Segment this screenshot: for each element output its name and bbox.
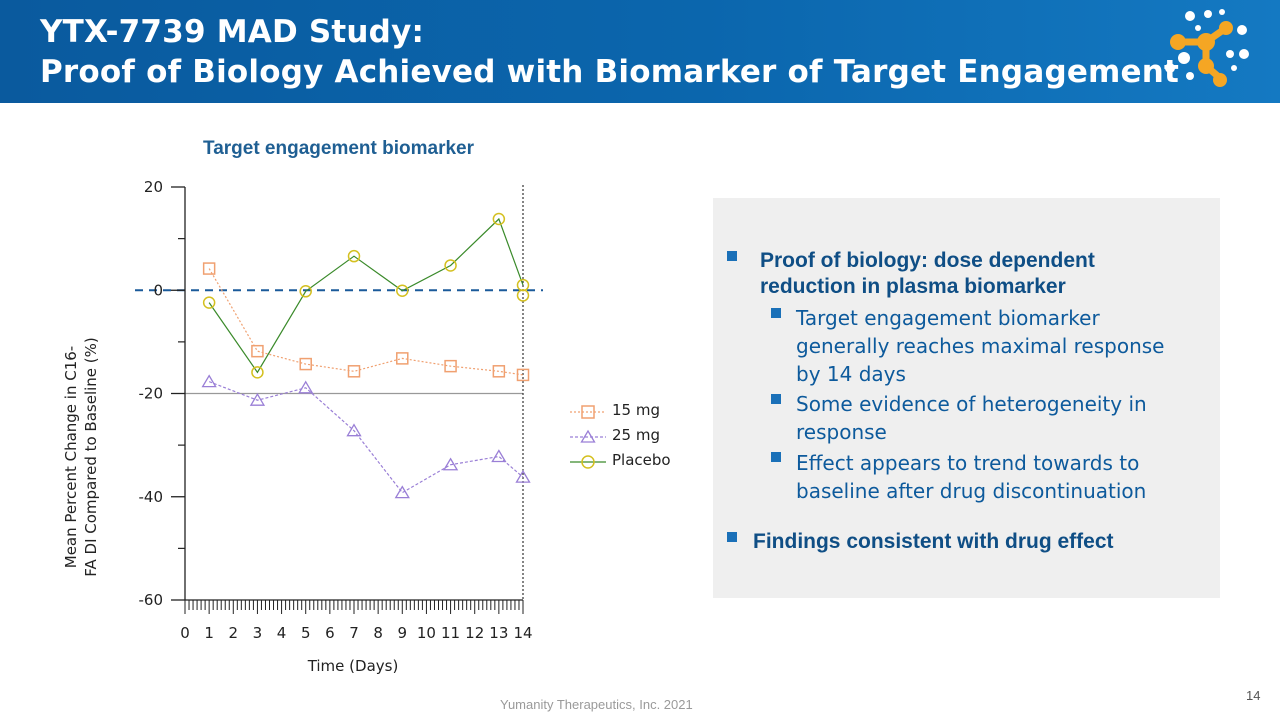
page-number: 14 <box>1246 688 1261 703</box>
y-tick-label: -20 <box>139 385 164 403</box>
data-point-triangle <box>515 469 531 483</box>
sub-bullet-2-line1: Some evidence of heterogeneity in <box>796 392 1147 416</box>
slide-title-line2: Proof of Biology Achieved with Biomarker… <box>40 54 1180 90</box>
sub-bullet-1-line3: by 14 days <box>796 362 906 386</box>
series-line-placebo <box>208 217 524 374</box>
sub-bullet-1-line1: Target engagement biomarker <box>796 306 1100 330</box>
x-tick-label: 1 <box>204 624 214 642</box>
x-tick-label: 12 <box>465 624 484 642</box>
bullet-square-icon <box>727 251 737 261</box>
data-point-circle <box>347 249 361 263</box>
x-tick-label: 13 <box>489 624 508 642</box>
x-tick-label: 5 <box>301 624 311 642</box>
main-bullet-1-line2: reduction in plasma biomarker <box>760 275 1066 298</box>
x-tick-label: 7 <box>349 624 359 642</box>
summary-panel: Proof of biology: dose dependent reducti… <box>713 198 1220 598</box>
bullet-square-icon <box>771 394 781 404</box>
data-point-square <box>516 368 530 382</box>
x-tick-label: 4 <box>277 624 287 642</box>
main-bullet-2: Findings consistent with drug effect <box>753 530 1114 553</box>
chart-title: Target engagement biomarker <box>203 138 475 159</box>
main-bullet-1-line1: Proof of biology: dose dependent <box>760 249 1095 272</box>
legend-triangle-marker-icon <box>570 429 606 443</box>
sub-bullet-3-line2: baseline after drug discontinuation <box>796 479 1147 503</box>
data-point-circle <box>202 296 216 309</box>
line-chart: 200-20-40-600 1 2 3 4 5 6 7 8 9 10 11 12 13 14 Time (D… <box>62 178 543 675</box>
slide-title-line1: YTX-7739 MAD Study: <box>40 14 425 50</box>
y-tick-label: 0 <box>153 281 163 299</box>
data-point-square <box>347 365 361 378</box>
y-tick-label: -60 <box>139 591 164 609</box>
series-line-15-mg <box>208 268 524 376</box>
bullet-square-icon <box>727 532 737 542</box>
data-point-triangle <box>201 374 217 388</box>
footer-copyright: Yumanity Therapeutics, Inc. 2021 <box>500 697 693 712</box>
x-tick-label: 14 <box>513 624 532 642</box>
data-point-circle <box>299 285 312 298</box>
legend-label: Placebo <box>612 451 671 469</box>
y-tick-label: 20 <box>144 178 163 196</box>
bullet-square-icon <box>771 308 781 318</box>
data-point-circle <box>492 212 506 226</box>
data-point-triangle <box>442 457 459 471</box>
title-bar: YTX-7739 MAD Study: Proof of Biology Ach… <box>0 0 1280 103</box>
data-point-triangle <box>491 449 507 463</box>
data-point-circle <box>444 259 457 272</box>
data-point-circle <box>396 284 409 298</box>
data-point-triangle <box>249 392 266 406</box>
data-point-square <box>251 344 264 358</box>
bullet-square-icon <box>771 452 781 462</box>
company-logo-icon <box>1165 9 1249 87</box>
data-point-circle <box>251 366 264 379</box>
x-axis-label: Time (Days) <box>307 657 399 675</box>
x-tick-label: 9 <box>398 624 408 642</box>
data-point-square <box>396 352 409 365</box>
legend-item-15mg: 15 mg <box>568 400 688 425</box>
x-tick-label: 3 <box>253 624 263 642</box>
data-point-square <box>299 357 312 371</box>
data-point-square <box>202 262 216 275</box>
x-tick-label: 10 <box>417 624 436 642</box>
chart-legend: 15 mg 25 mg Placebo <box>568 400 688 475</box>
y-axis-label-line2: FA DI Compared to Baseline (%) <box>82 337 100 577</box>
data-point-circle <box>516 289 530 302</box>
sub-bullet-3-line1: Effect appears to trend towards to <box>796 451 1140 475</box>
series-line-25-mg <box>208 381 524 494</box>
x-tick-label: 8 <box>373 624 383 642</box>
x-tick-label: 11 <box>441 624 460 642</box>
legend-item-placebo: Placebo <box>568 450 688 475</box>
data-point-square <box>444 359 457 373</box>
data-point-triangle <box>298 380 314 394</box>
x-tick-label: 2 <box>229 624 239 642</box>
legend-label: 15 mg <box>612 401 660 419</box>
data-point-triangle <box>394 485 410 499</box>
x-tick-label: 6 <box>325 624 335 642</box>
legend-label: 25 mg <box>612 426 660 444</box>
data-point-triangle <box>346 423 362 437</box>
legend-circle-marker-icon <box>570 455 606 469</box>
x-tick-label: 0 <box>180 624 190 642</box>
data-point-square <box>492 365 506 378</box>
sub-bullet-1-line2: generally reaches maximal response <box>796 334 1165 358</box>
y-axis-label-line1: Mean Percent Change in C16- <box>62 346 80 568</box>
legend-item-25mg: 25 mg <box>568 425 688 450</box>
sub-bullet-2-line2: response <box>796 420 887 444</box>
legend-square-marker-icon <box>570 405 606 419</box>
y-tick-label: -40 <box>139 488 164 506</box>
